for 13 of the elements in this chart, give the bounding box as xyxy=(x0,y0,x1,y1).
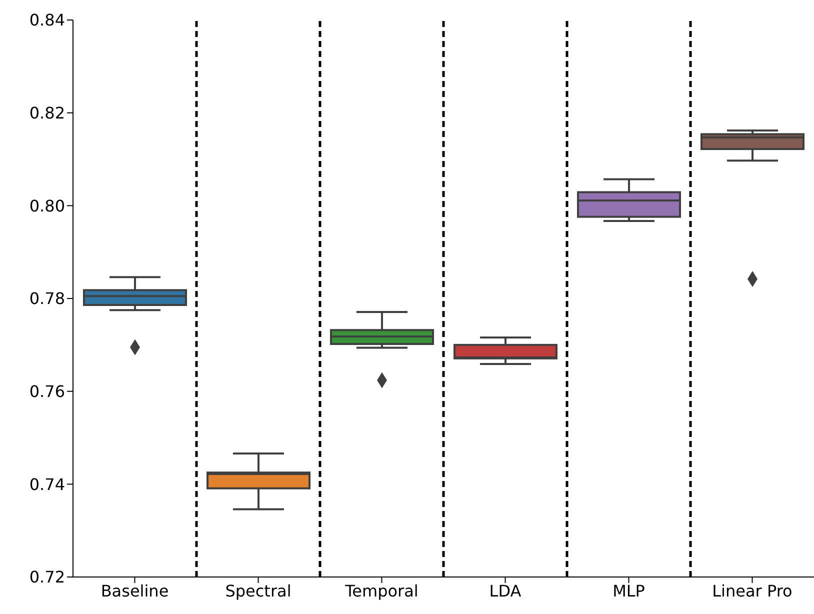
y-tick-label: 0.74 xyxy=(29,474,65,494)
y-tick-label: 0.72 xyxy=(29,568,65,587)
x-tick-label: MLP xyxy=(612,581,646,600)
x-tick-label: Linear Pro xyxy=(712,581,792,600)
y-tick-label: 0.78 xyxy=(29,289,65,308)
x-tick-label: LDA xyxy=(489,581,522,600)
y-tick-label: 0.84 xyxy=(29,10,65,30)
y-tick-label: 0.76 xyxy=(29,382,65,402)
y-tick-label: 0.80 xyxy=(29,196,65,216)
x-tick-label: Spectral xyxy=(225,581,292,600)
y-tick-label: 0.82 xyxy=(29,104,65,123)
x-tick-label: Baseline xyxy=(100,581,169,600)
x-tick-label: Temporal xyxy=(344,581,418,600)
